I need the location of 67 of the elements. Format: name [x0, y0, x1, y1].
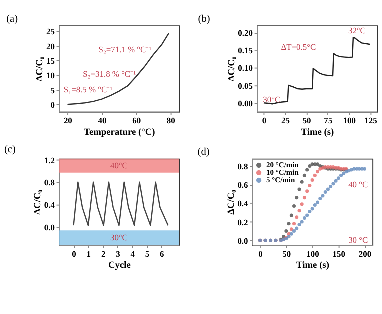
x-tick-label: 1 — [86, 248, 92, 259]
band-label: 40°C — [110, 160, 128, 171]
annotation: 40 °C — [348, 180, 369, 190]
y-axis-title: ΔC/C₀ — [226, 190, 237, 215]
annotation: S₂=31.8 % °C⁻¹ — [83, 68, 137, 79]
y-tick-label: 0.4 — [238, 198, 250, 209]
legend-label: 5 °C/min — [266, 175, 296, 184]
y-tick-label: 0.8 — [44, 178, 55, 188]
x-tick-label: 3 — [116, 248, 120, 259]
annotation: ΔT=0.5°C — [281, 42, 316, 52]
x-tick-label: 50 — [282, 248, 292, 259]
x-tick-label: 75 — [324, 116, 333, 126]
x-tick-label: 25 — [282, 116, 290, 126]
y-tick-label: 20 — [46, 41, 55, 52]
y-tick-label: 0.05 — [238, 80, 253, 91]
legend-label: 20 °C/min — [266, 160, 300, 170]
x-tick-label: 6 — [160, 248, 164, 259]
x-tick-label: 0 — [262, 116, 267, 126]
y-tick-label: 0.0 — [44, 222, 55, 233]
x-tick-label: 0 — [258, 248, 263, 259]
y-tick-label: 0.2 — [238, 217, 248, 228]
x-tick-label: 0 — [72, 248, 76, 259]
x-tick-label: 2 — [101, 248, 106, 259]
y-tick-label: 10 — [46, 70, 55, 81]
x-tick-label: 4 — [130, 248, 136, 259]
x-tick-label: 200 — [358, 248, 372, 259]
chart-title: (a) — [6, 14, 18, 25]
y-tick-label: 0.20 — [238, 28, 253, 38]
y-tick-label: 0.00 — [238, 98, 253, 108]
annotation: 30°C — [263, 94, 281, 105]
y-tick-label: 0.4 — [44, 200, 56, 210]
x-axis-title: Time (s) — [301, 128, 334, 138]
x-tick-label: 150 — [332, 248, 346, 259]
x-tick-label: 50 — [302, 116, 312, 126]
x-axis-title: Temperature (°C) — [84, 128, 156, 138]
legend-label: 10 °C/min — [266, 168, 300, 177]
y-tick-label: 0.10 — [238, 63, 253, 74]
chart-title: (d) — [198, 147, 210, 158]
x-tick-label: 100 — [343, 116, 356, 126]
annotation: 32°C — [348, 26, 366, 36]
x-axis-title: Time (s) — [296, 261, 330, 272]
y-axis-title: ΔC/C₀ — [227, 56, 238, 82]
x-tick-label: 100 — [306, 248, 320, 259]
y-axis-title: ΔC/C₀ — [36, 56, 46, 82]
x-axis-title: Cycle — [108, 261, 131, 272]
chart-title: (c) — [4, 144, 16, 156]
y-tick-label: 1.2 — [44, 155, 55, 166]
y-tick-label: 0.8 — [238, 162, 248, 172]
x-tick-label: 80 — [166, 116, 176, 126]
annotation: 30 °C — [348, 234, 369, 245]
chart-title: (b) — [198, 14, 210, 25]
x-tick-label: 125 — [364, 116, 378, 126]
x-tick-label: 60 — [132, 116, 142, 126]
y-tick-label: 15 — [46, 56, 55, 66]
annotation: S₁=8.5 % °C⁻¹ — [64, 84, 114, 94]
y-tick-label: 0.6 — [238, 180, 248, 190]
x-tick-label: 5 — [145, 248, 150, 259]
band-label: 30°C — [110, 232, 128, 243]
y-tick-label: 0.0 — [238, 236, 248, 246]
x-tick-label: 20 — [64, 116, 72, 126]
y-tick-label: 0.15 — [238, 46, 253, 56]
annotation: S₂=71.1 % °C⁻¹ — [98, 44, 152, 55]
y-tick-label: 0 — [50, 100, 55, 110]
y-axis-title: ΔC/C₀ — [34, 190, 44, 215]
y-tick-label: 5 — [50, 85, 55, 96]
y-tick-label: 25 — [46, 26, 55, 37]
x-tick-label: 40 — [98, 116, 107, 126]
